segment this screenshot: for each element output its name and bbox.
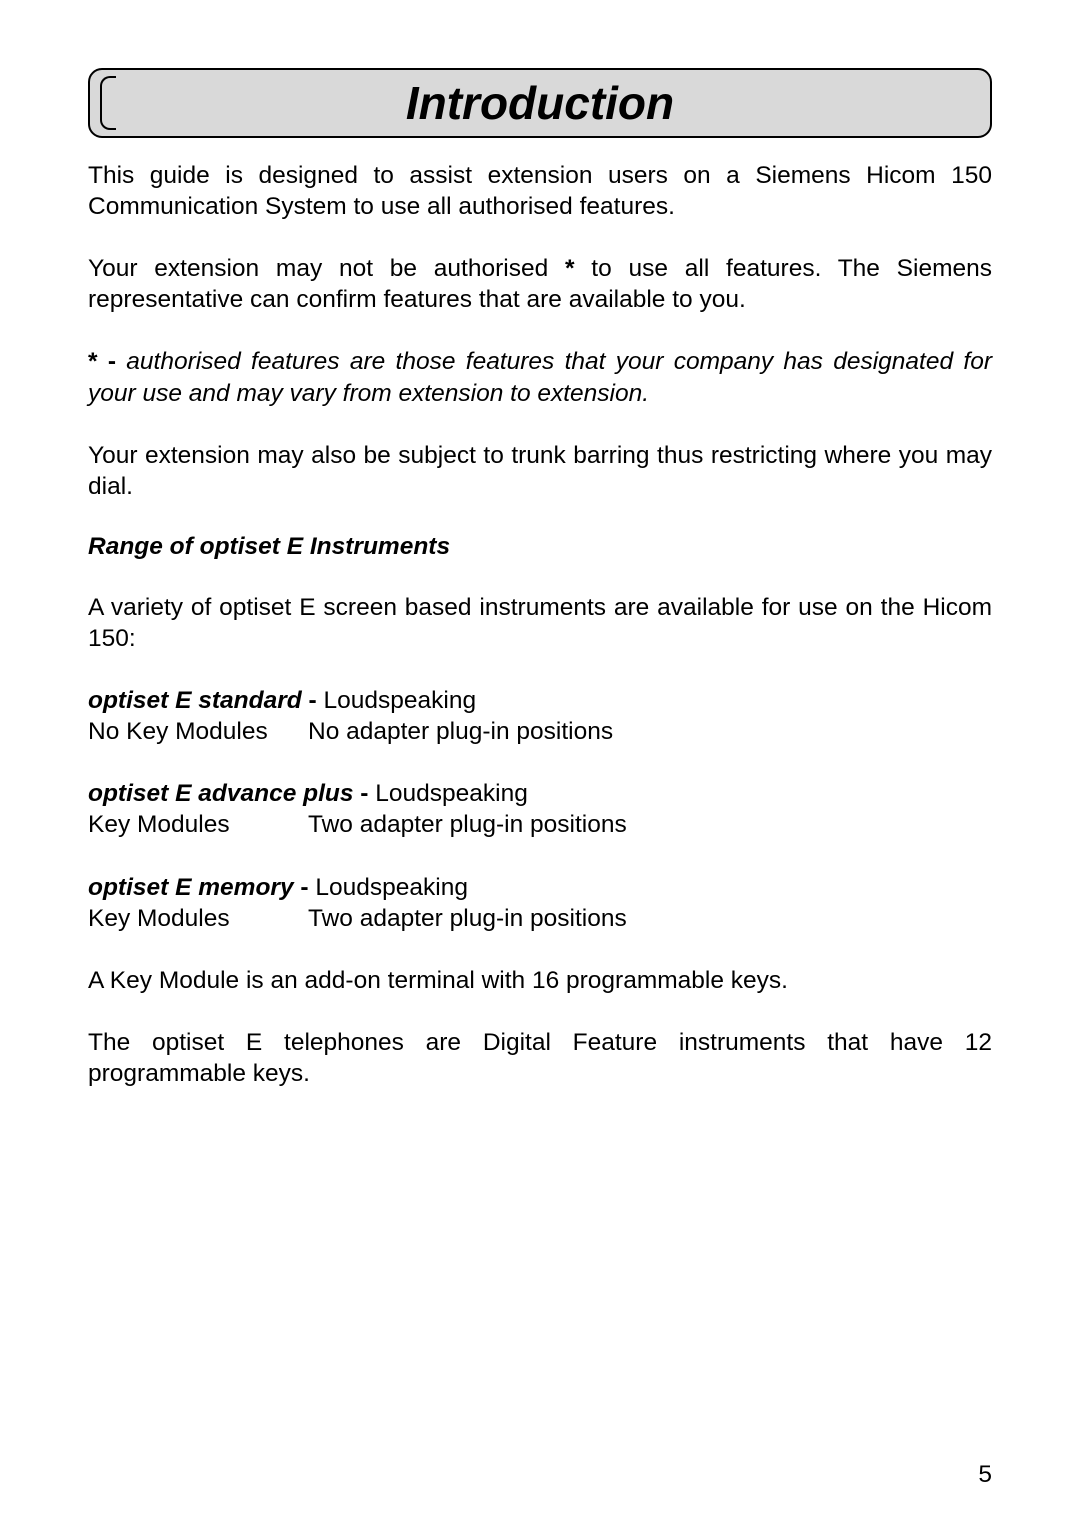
instrument-col1: Key Modules	[88, 903, 308, 934]
page-title: Introduction	[90, 76, 990, 130]
para2-asterisk: *	[565, 255, 575, 282]
instrument-row: Key Modules Two adapter plug-in position…	[88, 809, 992, 840]
instrument-dash: -	[302, 687, 324, 714]
paragraph-variety: A variety of optiset E screen based inst…	[88, 592, 992, 654]
para2-part-a: Your extension may not be authorised	[88, 255, 565, 282]
instrument-attr: Loudspeaking	[375, 780, 528, 807]
instrument-col1: Key Modules	[88, 809, 308, 840]
instrument-dash: -	[354, 780, 376, 807]
instrument-dash: -	[294, 874, 316, 901]
page-number: 5	[978, 1461, 992, 1489]
instrument-name: optiset E memory	[88, 874, 294, 901]
paragraph-barring: Your extension may also be subject to tr…	[88, 440, 992, 502]
instrument-row: Key Modules Two adapter plug-in position…	[88, 903, 992, 934]
paragraph-intro: This guide is designed to assist extensi…	[88, 160, 992, 222]
instrument-standard: optiset E standard - Loudspeaking No Key…	[88, 685, 992, 747]
instrument-col2: Two adapter plug-in positions	[308, 809, 992, 840]
footnote: * - authorised features are those featur…	[88, 346, 992, 408]
instrument-memory: optiset E memory - Loudspeaking Key Modu…	[88, 872, 992, 934]
instrument-line1: optiset E standard - Loudspeaking	[88, 685, 992, 716]
instrument-col1: No Key Modules	[88, 716, 308, 747]
instrument-line1: optiset E memory - Loudspeaking	[88, 872, 992, 903]
instrument-col2: No adapter plug-in positions	[308, 716, 992, 747]
sub-heading-range: Range of optiset E Instruments	[88, 533, 992, 561]
footnote-prefix: * -	[88, 348, 126, 375]
title-box: Introduction	[88, 68, 992, 138]
paragraph-key-module: A Key Module is an add-on terminal with …	[88, 965, 992, 996]
instrument-row: No Key Modules No adapter plug-in positi…	[88, 716, 992, 747]
instrument-attr: Loudspeaking	[324, 687, 477, 714]
footnote-text: authorised features are those features t…	[88, 348, 992, 406]
title-notch-decoration	[100, 76, 116, 130]
paragraph-authorised: Your extension may not be authorised * t…	[88, 253, 992, 315]
instrument-name: optiset E advance plus	[88, 780, 354, 807]
instrument-advance-plus: optiset E advance plus - Loudspeaking Ke…	[88, 778, 992, 840]
paragraph-digital-feature: The optiset E telephones are Digital Fea…	[88, 1027, 992, 1089]
instrument-name: optiset E standard	[88, 687, 302, 714]
instrument-col2: Two adapter plug-in positions	[308, 903, 992, 934]
instrument-line1: optiset E advance plus - Loudspeaking	[88, 778, 992, 809]
instrument-attr: Loudspeaking	[315, 874, 468, 901]
